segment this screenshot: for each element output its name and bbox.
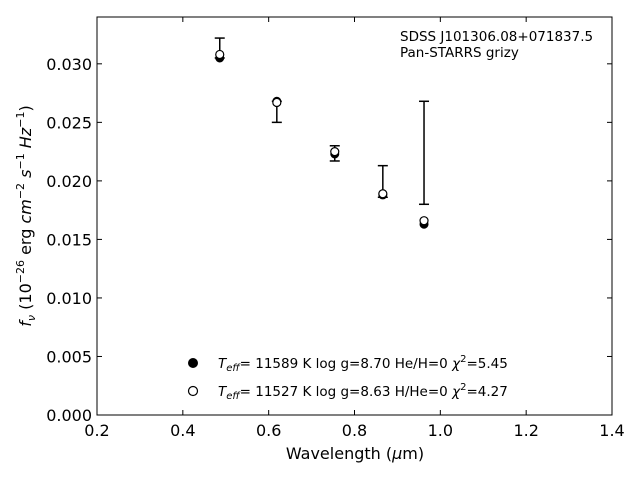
x-tick-label: 1.2: [513, 421, 538, 440]
y-tick-label: 0.030: [46, 55, 92, 74]
x-tick-label: 1.0: [428, 421, 453, 440]
x-tick-label: 0.2: [84, 421, 109, 440]
axis-ticks: 0.2 0.4 0.6 0.8 1.0 1.2 1.4 0.000 0.005 0.010 0.01…: [46, 17, 625, 440]
y-axis-label: fν (10−26 erg cm−2 s−1 Hz−1): [14, 105, 38, 326]
x-tick-label: 0.4: [170, 421, 195, 440]
open-model-point: [330, 147, 340, 157]
y-tick-label: 0.015: [46, 230, 92, 249]
y-tick-label: 0.025: [46, 113, 92, 132]
data-points: [215, 49, 429, 229]
legend-marker-filled: [188, 358, 198, 368]
annotation-survey-name: Pan-STARRS grizy: [400, 45, 519, 61]
y-tick-label: 0.005: [46, 347, 92, 366]
y-tick-label: 0.020: [46, 172, 92, 191]
open-model-point: [419, 216, 429, 226]
x-tick-label: 0.6: [256, 421, 281, 440]
y-tick-label: 0.000: [46, 406, 92, 425]
y-tick-label: 0.010: [46, 289, 92, 308]
x-tick-label: 1.4: [599, 421, 624, 440]
legend-entry-1: Teff= 11589 K log g=8.70 He/H=0 χ2=5.45: [218, 354, 508, 374]
annotation-object-name: SDSS J101306.08+071837.5: [400, 29, 593, 45]
open-model-point: [378, 189, 388, 199]
legend-entry-2: Teff= 11527 K log g=8.63 H/He=0 χ2=4.27: [218, 382, 508, 402]
x-axis-label: Wavelength (μm): [286, 444, 424, 463]
legend: Teff= 11589 K log g=8.70 He/H=0 χ2=5.45 …: [187, 354, 508, 402]
legend-marker-open: [187, 385, 199, 397]
open-model-point: [272, 97, 282, 108]
open-model-point: [215, 49, 225, 60]
x-tick-label: 0.8: [342, 421, 367, 440]
plot-area: [96, 16, 613, 416]
